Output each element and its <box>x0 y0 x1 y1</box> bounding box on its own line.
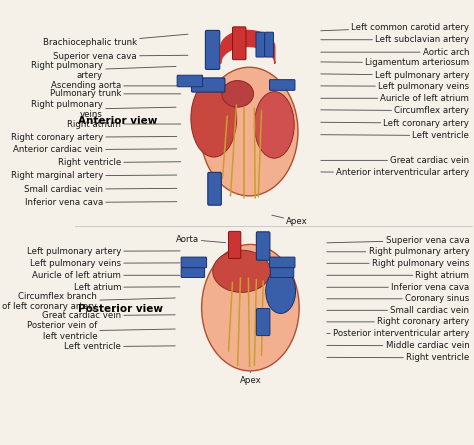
Text: Anterior interventricular artery: Anterior interventricular artery <box>321 168 469 177</box>
Text: Left ventricle: Left ventricle <box>321 131 469 140</box>
FancyBboxPatch shape <box>264 32 273 57</box>
Text: Right marginal artery: Right marginal artery <box>11 171 177 180</box>
Text: Aortic arch: Aortic arch <box>321 48 469 57</box>
Text: Right pulmonary veins: Right pulmonary veins <box>327 259 469 268</box>
Text: Small cardiac vein: Small cardiac vein <box>24 185 177 194</box>
Text: Auricle of left atrium: Auricle of left atrium <box>32 271 180 280</box>
Text: Left pulmonary artery: Left pulmonary artery <box>27 247 180 256</box>
Text: Right atrium: Right atrium <box>67 120 181 129</box>
Text: Anterior view: Anterior view <box>78 116 158 126</box>
FancyBboxPatch shape <box>205 30 220 69</box>
Text: Right pulmonary artery: Right pulmonary artery <box>327 247 469 256</box>
FancyBboxPatch shape <box>181 268 205 278</box>
Ellipse shape <box>191 80 237 157</box>
Text: Brachiocephalic trunk: Brachiocephalic trunk <box>43 34 188 47</box>
Ellipse shape <box>201 67 298 196</box>
Text: Left ventricle: Left ventricle <box>64 342 175 351</box>
Text: Left pulmonary veins: Left pulmonary veins <box>30 259 180 268</box>
Text: Auricle of left atrium: Auricle of left atrium <box>321 94 469 103</box>
Text: Left coronary artery: Left coronary artery <box>321 119 469 128</box>
Text: Pulmonary trunk: Pulmonary trunk <box>49 89 181 98</box>
Text: Ligamentum arteriosum: Ligamentum arteriosum <box>321 58 469 67</box>
Text: Small cardiac vein: Small cardiac vein <box>327 306 469 315</box>
FancyBboxPatch shape <box>256 232 270 260</box>
Text: Left common carotid artery: Left common carotid artery <box>321 23 469 32</box>
Text: Inferior vena cava: Inferior vena cava <box>327 283 469 292</box>
Ellipse shape <box>266 269 296 313</box>
Text: Ascending aorta: Ascending aorta <box>51 81 181 90</box>
Text: Anterior cardiac vein: Anterior cardiac vein <box>13 145 177 154</box>
Text: Right coronary artery: Right coronary artery <box>327 317 469 326</box>
Text: Great cardiac vein: Great cardiac vein <box>42 311 175 320</box>
Text: Superior vena cava: Superior vena cava <box>53 52 188 61</box>
FancyBboxPatch shape <box>208 172 221 205</box>
Text: Left pulmonary artery: Left pulmonary artery <box>321 71 469 80</box>
FancyBboxPatch shape <box>256 32 264 57</box>
Ellipse shape <box>222 81 254 107</box>
FancyBboxPatch shape <box>181 257 207 268</box>
FancyBboxPatch shape <box>270 268 294 278</box>
Text: Right pulmonary
artery: Right pulmonary artery <box>31 61 176 80</box>
Text: Great cardiac vein: Great cardiac vein <box>321 156 469 165</box>
Text: Right ventricle: Right ventricle <box>327 353 469 362</box>
FancyBboxPatch shape <box>228 231 241 259</box>
Text: Posterior vein of
left ventricle: Posterior vein of left ventricle <box>27 321 175 341</box>
Text: Left atrium: Left atrium <box>73 283 180 292</box>
Ellipse shape <box>213 250 271 292</box>
Text: Apex: Apex <box>239 372 261 384</box>
FancyBboxPatch shape <box>270 257 295 268</box>
Text: Posterior interventricular artery: Posterior interventricular artery <box>327 329 469 338</box>
Text: Left subclavian artery: Left subclavian artery <box>321 35 469 44</box>
Text: Superior vena cava: Superior vena cava <box>327 236 469 245</box>
Ellipse shape <box>201 244 299 371</box>
FancyBboxPatch shape <box>256 308 270 336</box>
Text: Right atrium: Right atrium <box>327 271 469 280</box>
Text: Circumflex branch
of left coronary artery: Circumflex branch of left coronary arter… <box>2 292 175 311</box>
Text: Right pulmonary
veins: Right pulmonary veins <box>31 100 176 119</box>
Text: Right ventricle: Right ventricle <box>58 158 181 167</box>
Ellipse shape <box>255 92 294 158</box>
Text: Left pulmonary veins: Left pulmonary veins <box>321 82 469 91</box>
Text: Circumflex artery: Circumflex artery <box>321 106 469 115</box>
Text: Coronary sinus: Coronary sinus <box>327 294 469 303</box>
FancyBboxPatch shape <box>270 80 295 90</box>
FancyBboxPatch shape <box>232 27 246 60</box>
Text: Apex: Apex <box>272 215 308 226</box>
Text: Right coronary artery: Right coronary artery <box>11 133 177 142</box>
Text: Inferior vena cava: Inferior vena cava <box>25 198 177 207</box>
FancyBboxPatch shape <box>191 78 225 92</box>
Text: Middle cardiac vein: Middle cardiac vein <box>327 341 469 350</box>
Text: Posterior view: Posterior view <box>78 304 164 314</box>
Text: Aorta: Aorta <box>175 235 226 244</box>
FancyBboxPatch shape <box>177 75 202 87</box>
